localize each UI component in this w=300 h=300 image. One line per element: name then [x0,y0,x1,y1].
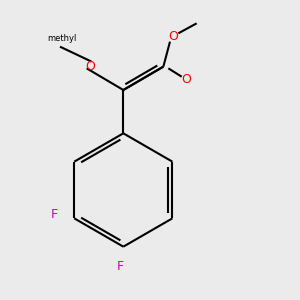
Text: F: F [51,208,58,221]
Text: methyl: methyl [47,34,76,43]
Text: O: O [168,30,178,43]
Text: O: O [182,74,192,86]
Text: F: F [116,260,124,273]
Text: O: O [85,60,95,73]
